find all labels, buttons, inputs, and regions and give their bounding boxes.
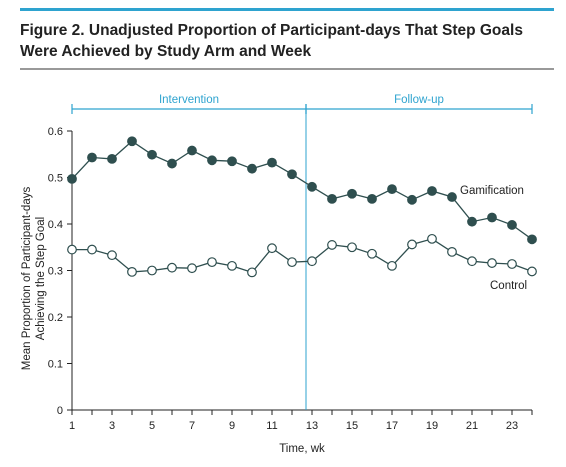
y-axis-title-line-1: Mean Proportion of Participant-days (21, 187, 33, 371)
y-tick-label: 0.3 (48, 266, 63, 278)
x-tick-label: 7 (189, 420, 195, 432)
data-point (67, 173, 77, 184)
data-point (487, 258, 497, 268)
x-ticks: 1 3 5 7 9 11 13 15 17 19 21 23 (69, 410, 533, 432)
data-point (487, 212, 497, 223)
data-point (167, 158, 177, 169)
data-point (107, 250, 117, 261)
data-point (407, 194, 417, 205)
data-point (427, 233, 437, 244)
series (67, 136, 537, 278)
data-point (467, 216, 477, 227)
data-point (267, 243, 277, 254)
data-point (207, 257, 217, 268)
data-point (327, 193, 337, 204)
data-point (287, 169, 297, 180)
series-line (72, 238, 533, 274)
data-point (227, 156, 237, 167)
data-point (427, 186, 437, 196)
data-point (347, 188, 357, 199)
data-point (67, 244, 77, 255)
data-point (367, 193, 377, 204)
data-point (127, 136, 137, 147)
x-tick-label: 11 (266, 420, 277, 432)
x-tick-label: 17 (386, 420, 398, 432)
y-tick-label: 0.6 (48, 126, 63, 138)
data-point (327, 240, 337, 250)
x-tick-label: 19 (426, 420, 438, 432)
data-point (307, 181, 317, 192)
data-point (347, 242, 357, 253)
data-point (387, 184, 397, 195)
data-point (447, 192, 457, 202)
x-tick-label: 1 (69, 420, 75, 432)
series-control (67, 233, 537, 278)
data-point (287, 257, 297, 268)
data-point (147, 149, 157, 160)
x-tick-label: 13 (306, 420, 318, 432)
data-point (247, 163, 257, 174)
axes (71, 131, 532, 411)
data-point (387, 260, 397, 271)
x-tick-label: 15 (346, 420, 358, 432)
data-point (527, 266, 537, 277)
phase-label: Intervention (159, 94, 219, 106)
y-tick-label: 0.4 (48, 219, 63, 231)
phase-bracket-follow-up: Follow-up (305, 94, 533, 114)
data-point (87, 244, 97, 255)
y-axis-title-line-2: Achieving the Step Goal (35, 217, 47, 340)
y-ticks: 0 0.1 0.2 0.3 0.4 0.5 0.6 (48, 126, 72, 417)
title-divider (20, 68, 554, 70)
x-axis-title: Time, wk (279, 443, 325, 455)
data-point (127, 266, 137, 277)
data-point (107, 153, 117, 164)
figure-title: Figure 2. Unadjusted Proportion of Parti… (20, 20, 554, 62)
phase-brackets: Intervention Follow-up (71, 94, 533, 114)
figure-title-line-2: Were Achieved by Study Arm and Week (20, 43, 312, 60)
data-point (467, 256, 477, 267)
figure-title-line-1: Figure 2. Unadjusted Proportion of Parti… (20, 22, 523, 39)
y-tick-label: 0.2 (48, 312, 63, 324)
series-gamification (67, 136, 537, 245)
x-tick-label: 3 (109, 420, 115, 432)
data-point (247, 267, 257, 278)
header-accent-bar (20, 8, 554, 11)
y-tick-label: 0 (57, 405, 63, 417)
series-label-gamification: Gamification (460, 185, 524, 197)
x-tick-label: 21 (466, 420, 478, 432)
phase-label: Follow-up (394, 94, 444, 106)
data-point (87, 152, 97, 163)
x-tick-label: 5 (149, 420, 155, 432)
data-point (187, 145, 197, 156)
data-point (527, 234, 537, 245)
data-point (507, 259, 517, 269)
data-point (147, 265, 157, 276)
data-point (187, 263, 197, 274)
data-point (207, 155, 217, 166)
data-point (167, 262, 177, 273)
phase-bracket-intervention: Intervention (71, 94, 307, 114)
series-label-control: Control (490, 280, 527, 292)
x-tick-label: 9 (229, 420, 235, 432)
data-point (367, 248, 377, 259)
y-axis-title: Mean Proportion of Participant-days Achi… (21, 187, 47, 371)
data-point (307, 256, 317, 267)
data-point (447, 246, 457, 257)
data-point (507, 220, 517, 230)
data-point (407, 239, 417, 250)
data-point (267, 157, 277, 168)
data-point (227, 260, 237, 271)
x-tick-label: 23 (506, 420, 518, 432)
y-tick-label: 0.1 (48, 359, 63, 371)
y-tick-label: 0.5 (48, 173, 63, 185)
